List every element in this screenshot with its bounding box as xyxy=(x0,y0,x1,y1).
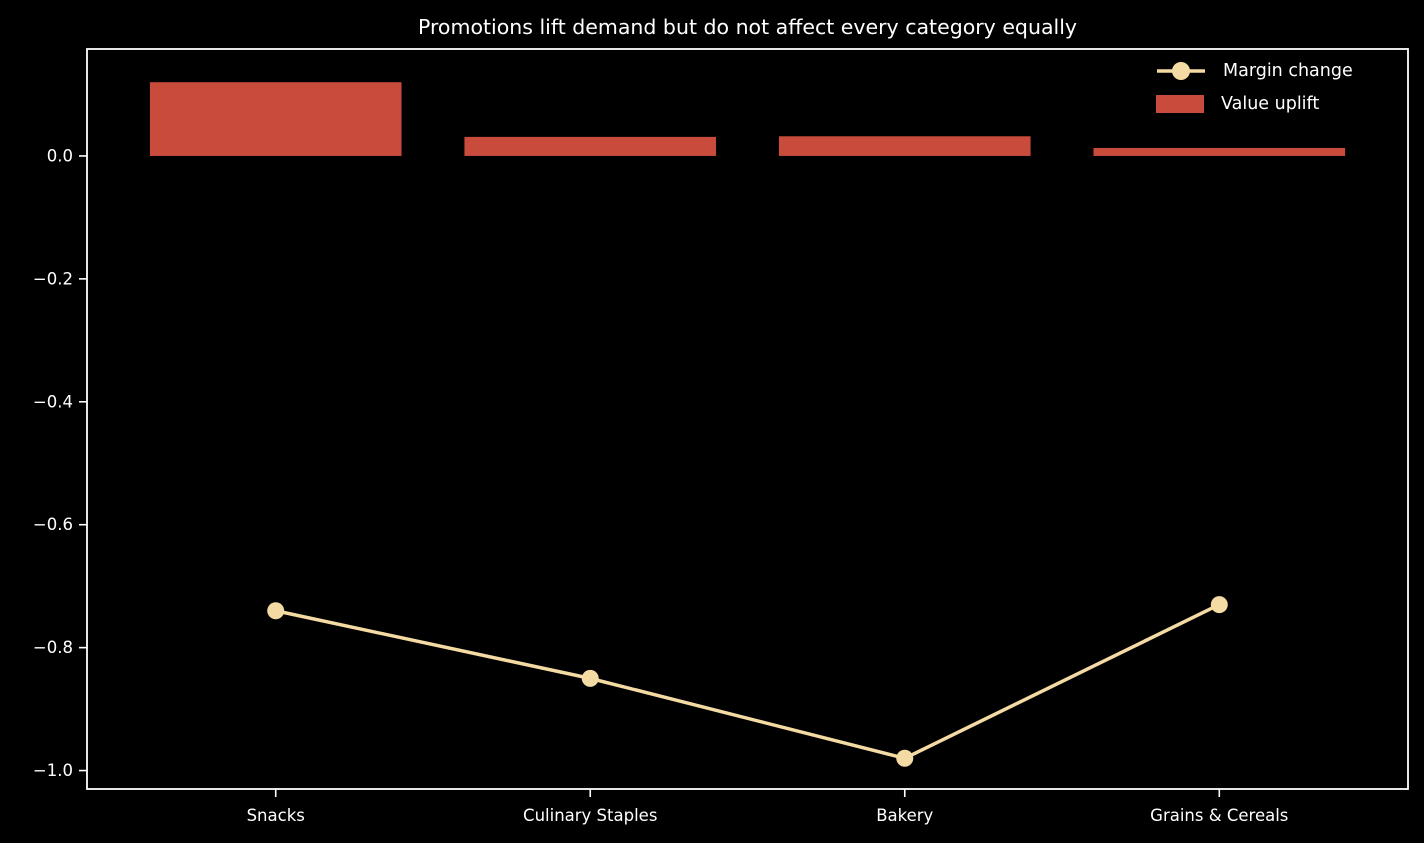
y-tick-label: −0.4 xyxy=(33,392,73,411)
bar-snacks xyxy=(149,82,402,156)
line-point-culinary-staples xyxy=(581,669,599,687)
x-tick-label-bakery: Bakery xyxy=(876,806,933,825)
line-point-bakery xyxy=(896,749,914,767)
legend-label-value-uplift: Value uplift xyxy=(1221,94,1320,114)
line-point-grains-cereals xyxy=(1210,596,1228,614)
x-tick-label-culinary-staples: Culinary Staples xyxy=(523,806,657,825)
chart-title: Promotions lift demand but do not affect… xyxy=(417,15,1078,39)
margin-change-line xyxy=(273,602,1222,761)
x-tick-label-snacks: Snacks xyxy=(247,806,305,825)
legend-item-value-uplift: Value uplift xyxy=(1156,93,1353,115)
y-tick-label: −0.8 xyxy=(33,638,73,657)
y-tick-label: −0.6 xyxy=(33,515,73,534)
bar-swatch xyxy=(1156,95,1204,113)
plot-border xyxy=(86,48,1409,790)
x-tick-label-grains-cereals: Grains & Cereals xyxy=(1150,806,1288,825)
y-tick-label: −1.0 xyxy=(33,761,73,780)
line-marker-swatch xyxy=(1157,62,1205,80)
bar-bakery xyxy=(778,136,1031,156)
chart-canvas: 0.0 −0.2 −0.4 −0.6 −0.8 −1.0 Snacks Culinary St… xyxy=(33,48,1409,825)
legend: Margin change Value uplift xyxy=(1156,60,1353,115)
legend-item-margin-change: Margin change xyxy=(1156,60,1353,82)
line-point-snacks xyxy=(267,602,285,620)
y-tick-label: 0.0 xyxy=(47,146,73,165)
bar-culinary-staples xyxy=(464,136,717,156)
legend-label-margin-change: Margin change xyxy=(1223,61,1353,81)
plot-area: 0.0 −0.2 −0.4 −0.6 −0.8 −1.0 Snacks Culinary St… xyxy=(33,48,1409,825)
y-tick-label: −0.2 xyxy=(33,269,73,288)
bar-grains-cereals xyxy=(1093,147,1346,156)
